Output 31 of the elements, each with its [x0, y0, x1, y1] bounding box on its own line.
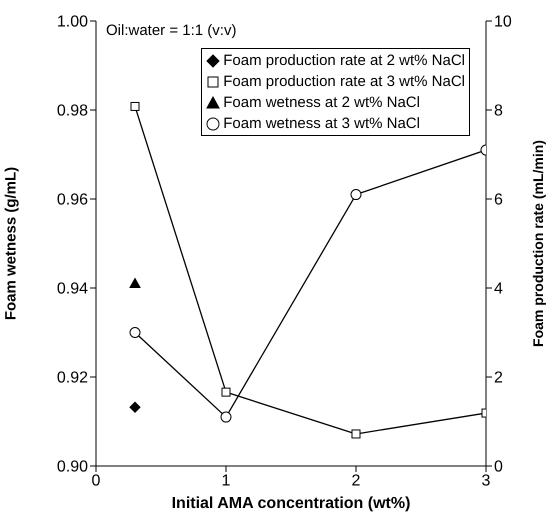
x-tick-label: 0 — [92, 472, 101, 490]
legend-label: Foam wetness at 3 wt% NaCl — [223, 115, 420, 132]
point — [352, 429, 360, 438]
point — [130, 402, 140, 413]
y2-axis-title: Foam production rate (mL/min) — [530, 140, 546, 347]
y2-tick-label: 4 — [494, 280, 503, 298]
point — [130, 278, 140, 288]
y-tick-label: 0.90 — [56, 458, 88, 476]
point — [222, 388, 230, 397]
y2-tick-label: 8 — [494, 102, 503, 120]
y-axis-title: Foam wetness (g/mL) — [2, 166, 20, 320]
x-tick-label: 3 — [482, 472, 491, 490]
y2-tick-label: 2 — [494, 370, 503, 387]
y2-tick-label: 10 — [494, 14, 512, 31]
point — [130, 327, 140, 338]
y-tick-label: 0.92 — [56, 370, 88, 387]
legend-label: Foam wetness at 2 wt% NaCl — [223, 94, 420, 111]
point — [220, 412, 232, 423]
y-tick-label: 0.96 — [56, 192, 88, 209]
annotation: Oil:water = 1:1 (v:v) — [106, 22, 236, 39]
y-tick-label: 1.00 — [56, 14, 88, 31]
x-tick-label: 1 — [222, 472, 231, 490]
y2-tick-label: 6 — [494, 192, 503, 209]
point — [130, 102, 140, 111]
y-tick-label: 0.94 — [56, 280, 88, 298]
x-axis-title: Initial AMA concentration (wt%) — [172, 495, 410, 512]
y-tick-label: 0.98 — [56, 102, 88, 120]
legend-label: Foam production rate at 2 wt% NaCl — [223, 52, 465, 69]
y2-tick-label: 0 — [494, 458, 503, 476]
legend-label: Foam production rate at 3 wt% NaCl — [223, 73, 465, 90]
x-tick-label: 2 — [352, 472, 361, 490]
